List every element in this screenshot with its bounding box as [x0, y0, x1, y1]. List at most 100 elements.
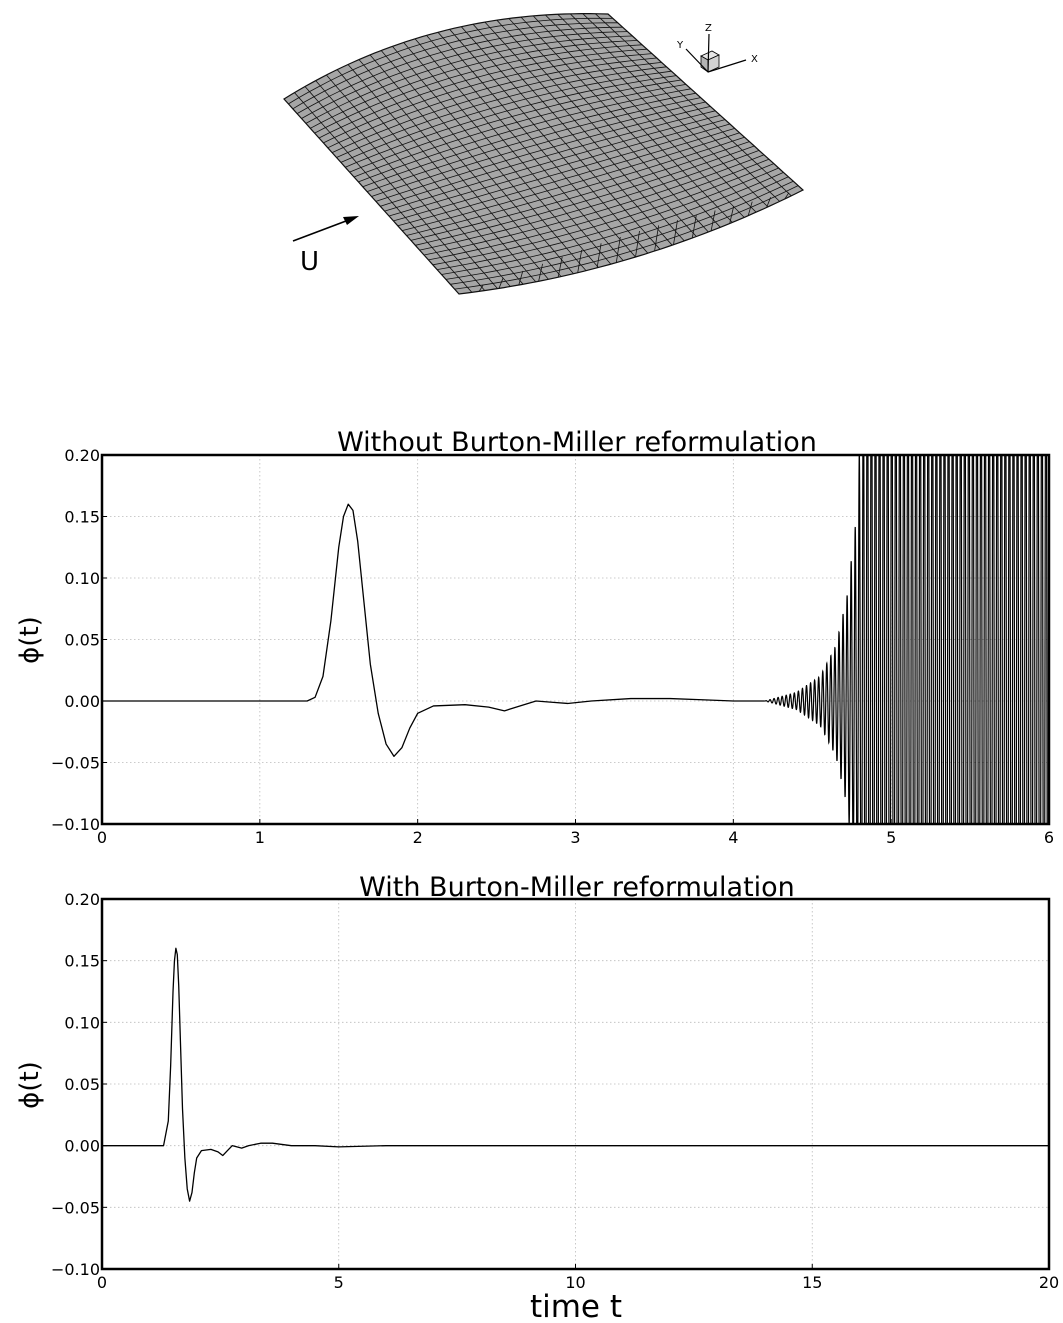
x-tick-label: 0 [97, 828, 107, 847]
mesh-chord-line [358, 59, 549, 280]
y-tick-label: −0.05 [51, 1198, 100, 1217]
x-tick-label: 0 [97, 1273, 107, 1292]
mesh-edge-line [729, 206, 735, 224]
wing-mesh-illustration: U Z Y X [283, 13, 805, 295]
mesh-edge-line [577, 249, 583, 273]
y-axis-label: ϕ(t) [15, 616, 45, 664]
mesh-chord-line [414, 38, 612, 265]
y-tick-label: −0.10 [51, 1260, 100, 1279]
mesh-edge-line [478, 284, 484, 292]
mesh-chord-line [557, 14, 757, 213]
x-tick-label: 2 [413, 828, 423, 847]
mesh-chord-line [595, 13, 792, 197]
chart-grid [102, 899, 1049, 1269]
mesh-chord-line [380, 50, 574, 274]
x-tick-label: 4 [728, 828, 738, 847]
x-tick-label: 6 [1044, 828, 1054, 847]
y-tick-label: 0.15 [64, 952, 100, 971]
mesh-edge-line [654, 225, 659, 252]
mesh-chord-line [392, 46, 587, 271]
mesh-edge-line [710, 210, 716, 231]
mesh-chord-line [508, 18, 709, 233]
mesh-chord-line [369, 54, 562, 277]
chart-frame [100, 453, 1051, 826]
mesh-chord-line [336, 69, 524, 285]
triad-x-label: X [751, 54, 758, 65]
series-oscillation [764, 455, 1049, 824]
mesh-edge-line [596, 243, 602, 268]
mesh-chord-line [532, 15, 733, 223]
mesh-edge-line [518, 270, 524, 286]
mesh-edge-line [498, 278, 504, 289]
triad-z-axis [707, 33, 710, 73]
mesh-edge-line [557, 256, 563, 278]
triad-y-axis [685, 48, 709, 73]
x-tick-label: 5 [886, 828, 896, 847]
x-axis-ticks: 0 5 10 15 20 [97, 1264, 1059, 1292]
mesh-chord-line [437, 32, 636, 258]
y-axis-ticks: 0.20 0.15 0.10 0.05 0.00 −0.05 −0.10 [51, 446, 107, 834]
x-tick-label: 10 [565, 1273, 585, 1292]
x-tick-label: 5 [334, 1273, 344, 1292]
y-tick-label: 0.20 [64, 890, 100, 909]
mesh-edge-line [635, 230, 640, 258]
mesh-chord-line [449, 29, 649, 254]
y-axis-label: ϕ(t) [15, 1061, 45, 1109]
mesh-chord-line [545, 14, 745, 218]
chart-with-burton-miller: With Burton-Miller reformulation 0 5 10 15 2… [15, 872, 1059, 1323]
triad-x-axis [707, 59, 747, 73]
x-tick-label: 20 [1039, 1273, 1059, 1292]
mesh-edge-line [615, 236, 621, 263]
mesh-chord-line [461, 26, 661, 250]
x-tick-label: 3 [570, 828, 580, 847]
x-tick-label: 15 [802, 1273, 822, 1292]
mesh-edge-line [673, 220, 678, 245]
mesh-chord-line [569, 13, 769, 208]
chart-plot-area [102, 455, 1049, 824]
x-axis-label: time t [530, 1289, 622, 1323]
y-tick-label: 0.15 [64, 508, 100, 527]
mesh-chord-line [403, 42, 599, 268]
y-tick-label: 0.05 [64, 631, 100, 650]
mesh-edge-line [691, 215, 697, 239]
mesh-chord-line [484, 21, 685, 242]
y-tick-label: 0.20 [64, 446, 100, 465]
mesh-chord-line [520, 16, 721, 228]
y-tick-label: 0.00 [64, 692, 100, 711]
mesh-chord-line [347, 64, 537, 283]
mesh-edge-line [766, 197, 771, 208]
triad-y-label: Y [676, 40, 684, 51]
y-tick-label: 0.00 [64, 1137, 100, 1156]
y-tick-label: 0.05 [64, 1075, 100, 1094]
wing-mesh-lines [288, 13, 799, 293]
mesh-chord-line [426, 35, 624, 261]
chart-title: Without Burton-Miller reformulation [337, 427, 817, 458]
triad-z-label: Z [705, 23, 712, 34]
mesh-chord-line [582, 13, 780, 202]
series-line [102, 503, 765, 757]
mesh-edge-line [538, 263, 543, 282]
mesh-chord-line [315, 80, 498, 289]
y-axis-ticks: 0.20 0.15 0.10 0.05 0.00 −0.05 −0.10 [51, 890, 107, 1279]
series-line [102, 947, 1049, 1202]
mesh-chord-line [326, 74, 511, 287]
axes-triad: Z Y X [676, 23, 758, 73]
mesh-chord-line [294, 92, 473, 293]
y-tick-label: 0.10 [64, 569, 100, 588]
flow-arrow-label: U [300, 247, 319, 277]
y-tick-label: 0.10 [64, 1013, 100, 1032]
mesh-edge-line [784, 192, 790, 200]
y-tick-label: −0.05 [51, 754, 100, 773]
chart-without-burton-miller: Without Burton-Miller reformulation 0 1 2 3… [15, 427, 1054, 847]
flow-arrow-shaft [292, 220, 347, 242]
wing-surface [283, 13, 805, 295]
mesh-chord-line [304, 86, 486, 291]
flow-arrow-head [343, 216, 359, 225]
wing-surface-mesh [283, 13, 805, 295]
flow-arrow [292, 216, 359, 242]
mesh-edge-line [747, 201, 753, 216]
mesh-chord-line [472, 24, 673, 246]
chart-frame [100, 897, 1051, 1271]
y-tick-label: −0.10 [51, 815, 100, 834]
